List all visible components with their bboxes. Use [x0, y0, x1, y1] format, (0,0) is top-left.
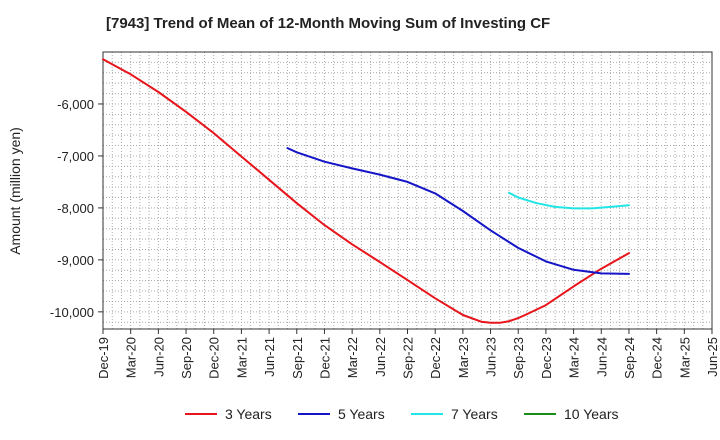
series-line-3-years: [102, 58, 630, 324]
legend-label: 10 Years: [564, 406, 619, 422]
series-line-5-years: [286, 147, 630, 275]
x-tick-label: Sep-22: [401, 337, 416, 379]
x-tick-label: Sep-20: [179, 337, 194, 379]
x-tick-label: Jun-22: [373, 337, 388, 377]
y-tick-label: -7,000: [57, 149, 94, 164]
legend: 3 Years 5 Years 7 Years 10 Years: [185, 406, 619, 422]
x-tick-label: Mar-24: [567, 337, 582, 378]
y-tick-label: -10,000: [50, 305, 94, 320]
x-tick-label: Jun-21: [262, 337, 277, 377]
x-tick-label: Dec-24: [650, 337, 665, 379]
y-tick-label: -8,000: [57, 201, 94, 216]
x-tick-label: Dec-20: [207, 337, 222, 379]
x-tick-label: Sep-24: [622, 337, 637, 379]
x-tick-label: Dec-23: [539, 337, 554, 379]
legend-label: 3 Years: [225, 406, 272, 422]
series-layer: [102, 58, 630, 324]
y-tick-label: -6,000: [57, 97, 94, 112]
x-tick-label: Mar-23: [456, 337, 471, 378]
x-tick-label: Mar-22: [345, 337, 360, 378]
x-tick-label: Mar-25: [677, 337, 692, 378]
x-tick-label: Dec-19: [96, 337, 111, 379]
legend-label: 5 Years: [338, 406, 385, 422]
grid-layer: [103, 52, 712, 329]
x-tick-label: Jun-20: [151, 337, 166, 377]
x-tick-label: Jun-25: [705, 337, 720, 377]
x-tick-label: Sep-23: [511, 337, 526, 379]
x-tick-label: Jun-24: [594, 337, 609, 377]
x-tick-label: Sep-21: [290, 337, 305, 379]
x-axis: Dec-19 Mar-20 Jun-20 Sep-20 Dec-20 Mar-21 Jun-…: [96, 329, 720, 379]
legend-label: 7 Years: [451, 406, 498, 422]
x-tick-label: Dec-22: [428, 337, 443, 379]
chart-title: [7943] Trend of Mean of 12-Month Moving …: [106, 15, 550, 32]
x-tick-label: Dec-21: [317, 337, 332, 379]
x-tick-label: Mar-20: [124, 337, 139, 378]
y-tick-label: -9,000: [57, 253, 94, 268]
x-tick-label: Jun-23: [484, 337, 499, 377]
y-axis: -6,000 -7,000 -8,000 -9,000 -10,000: [50, 97, 103, 320]
series-line-7-years: [508, 191, 630, 210]
y-axis-label: Amount (million yen): [7, 127, 23, 255]
x-tick-label: Mar-21: [234, 337, 249, 378]
